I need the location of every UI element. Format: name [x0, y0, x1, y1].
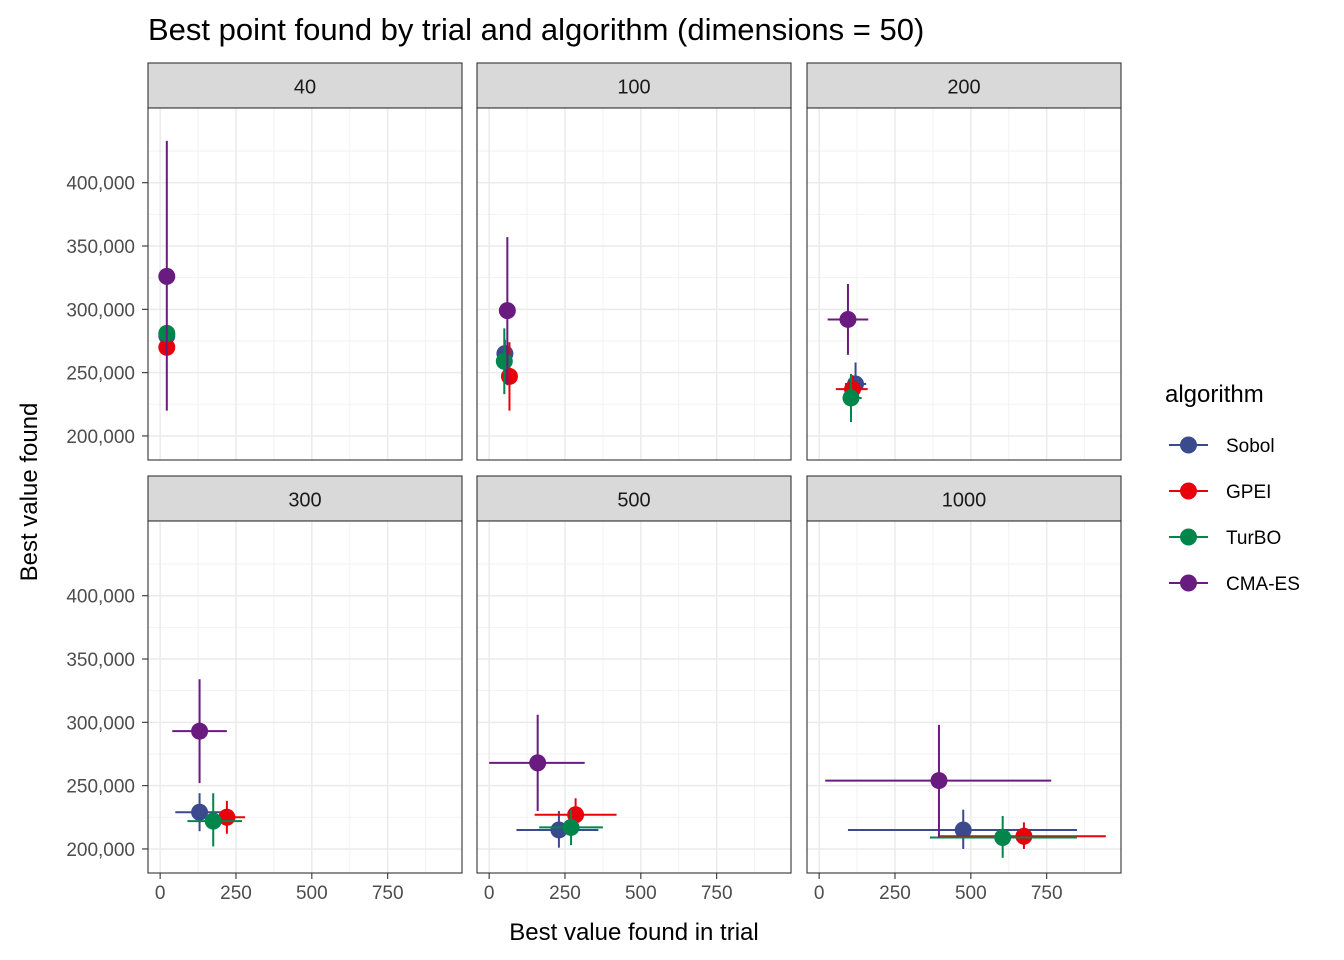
- x-tick-label: 250: [879, 883, 911, 904]
- legend-key-point: [1180, 528, 1197, 546]
- legend-label: Sobol: [1226, 436, 1275, 457]
- facet-strip-label: 200: [947, 77, 980, 99]
- data-point-gpei: [1015, 827, 1033, 845]
- data-point-sobol: [954, 821, 972, 839]
- y-tick-label: 300,000: [66, 300, 135, 321]
- y-tick-label: 200,000: [66, 427, 135, 448]
- y-tick-label: 400,000: [66, 174, 135, 195]
- facet-panels: 40 200,000 250,000 300,000 350,000 400,000 100…: [66, 62, 1122, 904]
- x-tick-label: 750: [1031, 883, 1063, 904]
- data-point-cma-es: [529, 754, 547, 772]
- panel-border: [806, 520, 1122, 874]
- y-tick-label: 350,000: [66, 237, 135, 258]
- legend-item-gpei: GPEI: [1169, 482, 1271, 503]
- x-tick-label: 250: [549, 883, 581, 904]
- facet-strip-label: 1000: [942, 490, 987, 512]
- data-point-cma-es: [839, 310, 857, 328]
- facet-strip-label: 500: [617, 490, 650, 512]
- legend-label: GPEI: [1226, 482, 1271, 503]
- facet-strip: [476, 62, 792, 109]
- x-tick-label: 500: [296, 883, 328, 904]
- facet-strip-label: 40: [294, 77, 316, 99]
- panel-background: [148, 108, 462, 460]
- x-tick-label: 0: [155, 883, 166, 904]
- x-tick-label: 0: [814, 883, 825, 904]
- panel-background: [807, 108, 1121, 460]
- panel-border: [147, 107, 463, 461]
- panel-background: [477, 108, 791, 460]
- facet-strip-label: 100: [617, 77, 650, 99]
- data-point-turbo: [994, 829, 1012, 847]
- legend-item-sobol: Sobol: [1169, 436, 1275, 457]
- y-axis-title: Best value found: [16, 403, 43, 582]
- facet-strip: [806, 62, 1122, 109]
- legend-key-point: [1180, 436, 1197, 454]
- legend-label: TurBO: [1226, 528, 1281, 549]
- panel-border: [476, 107, 792, 461]
- facet-strip: [476, 475, 792, 522]
- legend-item-turbo: TurBO: [1169, 528, 1281, 549]
- legend-item-cma-es: CMA-ES: [1169, 574, 1300, 595]
- data-point-cma-es: [498, 302, 516, 320]
- x-tick-label: 0: [484, 883, 495, 904]
- x-tick-label: 500: [625, 883, 657, 904]
- y-tick-label: 300,000: [66, 713, 135, 734]
- legend-title: algorithm: [1165, 381, 1264, 408]
- y-tick-label: 250,000: [66, 777, 135, 798]
- x-tick-label: 250: [220, 883, 252, 904]
- y-tick-label: 350,000: [66, 650, 135, 671]
- facet-panel-40: 40 200,000 250,000 300,000 350,000 400,000: [66, 62, 463, 461]
- y-tick-label: 200,000: [66, 840, 135, 861]
- facet-panel-300: 300 200,000 250,000 300,000 350,000 400,000 0 2…: [66, 475, 463, 904]
- facet-panel-200: 200: [806, 62, 1122, 461]
- data-point-turbo: [495, 352, 513, 370]
- legend-label: CMA-ES: [1226, 574, 1300, 595]
- legend: algorithm Sobol GPEI TurBO CMA-ES: [1165, 381, 1300, 595]
- x-tick-label: 500: [955, 883, 987, 904]
- data-point-sobol: [191, 803, 209, 821]
- facet-strip: [147, 475, 463, 522]
- data-point-turbo: [204, 812, 222, 830]
- facet-panel-500: 500 0 250 500 750: [476, 475, 792, 904]
- facet-strip: [147, 62, 463, 109]
- x-axis-title: Best value found in trial: [509, 919, 758, 946]
- legend-key-point: [1180, 482, 1197, 500]
- facet-strip: [806, 475, 1122, 522]
- facet-strip-label: 300: [288, 490, 321, 512]
- x-tick-label: 750: [372, 883, 404, 904]
- facet-panel-1000: 1000 0 250 500 750: [806, 475, 1122, 904]
- y-tick-label: 250,000: [66, 364, 135, 385]
- data-point-cma-es: [191, 722, 209, 740]
- data-point-cma-es: [158, 267, 176, 285]
- legend-key-point: [1180, 574, 1197, 592]
- facet-panel-100: 100: [476, 62, 792, 461]
- panel-border: [147, 520, 463, 874]
- panel-border: [806, 107, 1122, 461]
- panel-border: [476, 520, 792, 874]
- chart-title: Best point found by trial and algorithm …: [148, 12, 924, 47]
- data-point-cma-es: [930, 772, 948, 790]
- panel-background: [477, 521, 791, 873]
- data-point-turbo: [562, 818, 580, 836]
- data-point-turbo: [842, 389, 860, 407]
- x-tick-label: 750: [701, 883, 733, 904]
- y-tick-label: 400,000: [66, 587, 135, 608]
